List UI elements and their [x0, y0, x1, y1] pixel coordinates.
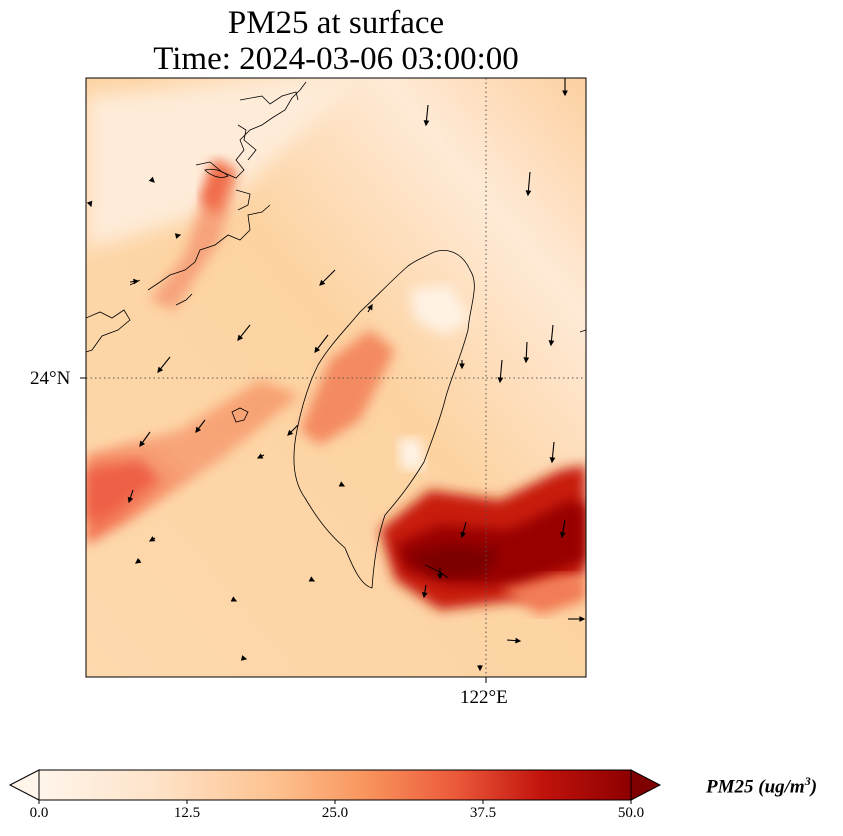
wind-vectors — [86, 78, 586, 672]
colorbar-min-extend — [8, 769, 40, 801]
wind-arrow-head — [459, 363, 465, 370]
wind-arrow-head — [256, 453, 264, 459]
wind-arrow-head — [477, 665, 483, 672]
wind-arrow-head — [523, 357, 530, 364]
wind-arrow-head — [148, 176, 155, 183]
wind-arrow-head — [338, 481, 346, 487]
wind-arrow-head — [497, 377, 504, 384]
colorbar-tick: 12.5 — [173, 805, 201, 821]
wind-arrow-head — [230, 596, 238, 602]
colorbar-max-extend — [630, 769, 662, 801]
colorbar-label: PM25 (ug/m3) — [706, 774, 818, 798]
pm25-field — [86, 78, 586, 677]
wind-arrow-head — [314, 346, 321, 353]
wind-arrow-head — [240, 655, 248, 661]
wind-arrow-head — [237, 334, 244, 341]
wind-arrow-head — [287, 429, 294, 436]
wind-arrow-head — [460, 531, 466, 539]
map-title-line1: PM25 at surface — [227, 5, 445, 41]
wind-arrow-head — [549, 457, 556, 464]
wind-arrow-head — [308, 576, 316, 582]
wind-arrow-head — [515, 637, 522, 644]
wind-arrow-head — [579, 616, 586, 622]
wind-arrow-head — [127, 496, 134, 504]
wind-arrow-head — [319, 279, 326, 286]
wind-arrow-head — [148, 536, 156, 542]
wind-arrow-head — [157, 366, 164, 373]
colorbar-tick: 0.0 — [29, 805, 49, 821]
coastline — [86, 81, 586, 589]
wind-arrow-head — [133, 278, 140, 285]
wind-arrow-head — [135, 557, 142, 564]
latitude-tick-label: 24°N — [30, 368, 71, 389]
colorbar — [8, 769, 662, 804]
longitude-tick-label: 122°E — [460, 687, 508, 708]
wind-arrow-head — [525, 190, 532, 197]
map-title-line2: Time: 2024-03-06 03:00:00 — [153, 41, 519, 77]
wind-arrow-head — [548, 340, 555, 347]
wind-arrow-head — [423, 120, 430, 127]
wind-arrow-head — [139, 440, 145, 448]
wind-arrow-head — [421, 592, 428, 599]
wind-arrow-head — [195, 426, 202, 433]
wind-arrow-head — [86, 200, 93, 208]
wind-arrow-head — [559, 532, 566, 539]
map-plot — [80, 77, 587, 683]
colorbar-tick: 37.5 — [469, 805, 497, 821]
colorbar-gradient — [38, 769, 632, 801]
wind-arrow-head — [562, 90, 568, 97]
colorbar-tick: 50.0 — [617, 805, 645, 821]
wind-arrow-head — [174, 233, 182, 239]
colorbar-tick: 25.0 — [321, 805, 349, 821]
wind-arrow-head — [367, 303, 373, 311]
wind-arrow-head — [437, 573, 443, 580]
